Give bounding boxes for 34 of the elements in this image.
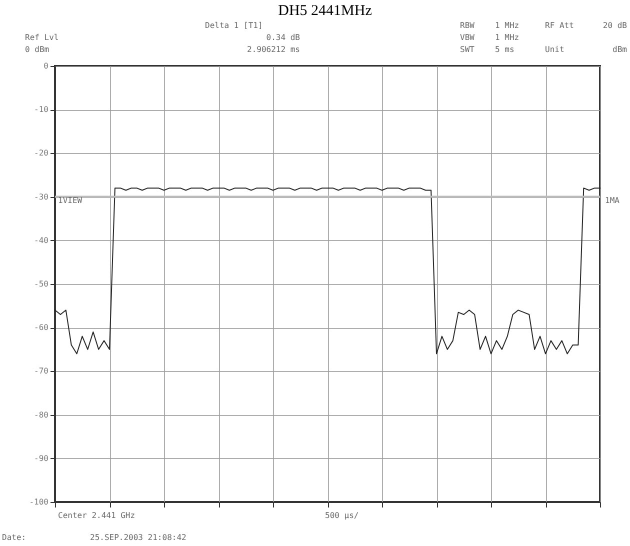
text: Center 2.441 GHz bbox=[58, 511, 136, 520]
text: Date: bbox=[2, 533, 26, 542]
y-tick-label: -50 bbox=[34, 280, 49, 288]
text: 5 ms bbox=[495, 45, 514, 54]
text: 1MA bbox=[605, 196, 620, 205]
text: 0 dBm bbox=[25, 45, 50, 54]
text: 2.906212 ms bbox=[247, 45, 300, 54]
text: Ref Lvl bbox=[25, 33, 59, 42]
y-tick-label: -10 bbox=[34, 105, 49, 114]
text: RF Att bbox=[545, 21, 574, 30]
y-tick-label: -60 bbox=[34, 323, 49, 332]
text: 0.34 dB bbox=[266, 33, 300, 42]
y-tick-label: -20 bbox=[34, 148, 49, 158]
text: RBW bbox=[460, 21, 475, 30]
annotation: 1VIEW bbox=[58, 196, 82, 205]
text: 20 dB bbox=[602, 21, 628, 30]
y-tick-label: -30 bbox=[34, 192, 49, 202]
y-tick-label: 0 bbox=[44, 62, 49, 70]
text: Unit bbox=[545, 45, 564, 54]
text: 500 µs/ bbox=[325, 511, 359, 520]
text: dBm bbox=[612, 45, 628, 54]
text: 1 MHz bbox=[495, 21, 520, 30]
y-tick-label: -100 bbox=[29, 498, 49, 506]
y-tick-label: -70 bbox=[34, 366, 49, 376]
text: 1 MHz bbox=[495, 33, 520, 42]
y-tick-label: -90 bbox=[34, 454, 49, 463]
text: Delta 1 [T1] bbox=[205, 21, 263, 30]
y-tick-label: -80 bbox=[34, 410, 49, 420]
line-series bbox=[54, 188, 600, 354]
chart-title: DH5 2441MHz bbox=[278, 3, 372, 19]
text: SWT bbox=[460, 45, 475, 54]
text: 25.SEP.2003 21:08:42 bbox=[90, 533, 187, 542]
text: VBW bbox=[460, 33, 475, 42]
y-tick-label: -40 bbox=[34, 236, 49, 245]
